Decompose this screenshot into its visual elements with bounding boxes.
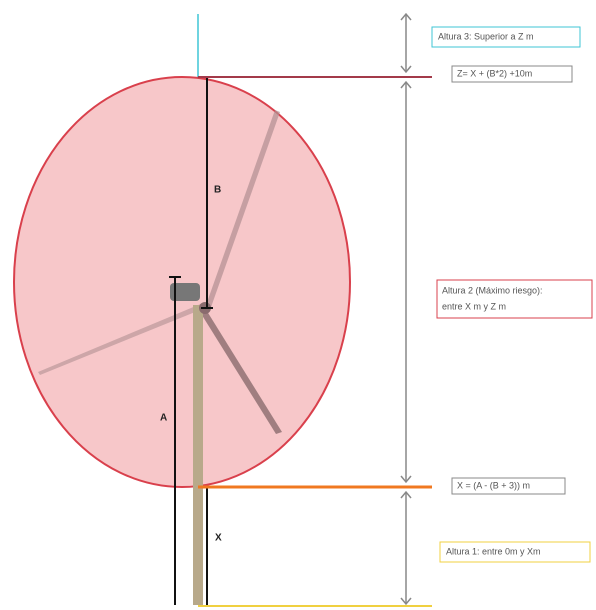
x-label: X — [215, 533, 222, 544]
altura3-box — [431, 26, 581, 48]
altura3-label: Altura 3: Superior a Z m — [438, 31, 534, 41]
altura1-label: Altura 1: entre 0m y Xm — [446, 546, 541, 556]
b-label: B — [214, 185, 221, 196]
a-label: A — [160, 413, 167, 424]
formula-x: X = (A - (B + 3)) m — [457, 480, 530, 490]
formula-z-box — [451, 65, 573, 83]
formula-x-box — [451, 477, 566, 495]
altura2-box — [436, 279, 593, 319]
altura2-label: entre X m y Z m — [442, 301, 506, 311]
rotor-area — [13, 76, 351, 488]
formula-z: Z= X + (B*2) +10m — [457, 68, 532, 78]
height-arrows — [400, 12, 412, 606]
altura2-label: Altura 2 (Máximo riesgo): — [442, 285, 543, 295]
altura1-box — [439, 541, 591, 563]
